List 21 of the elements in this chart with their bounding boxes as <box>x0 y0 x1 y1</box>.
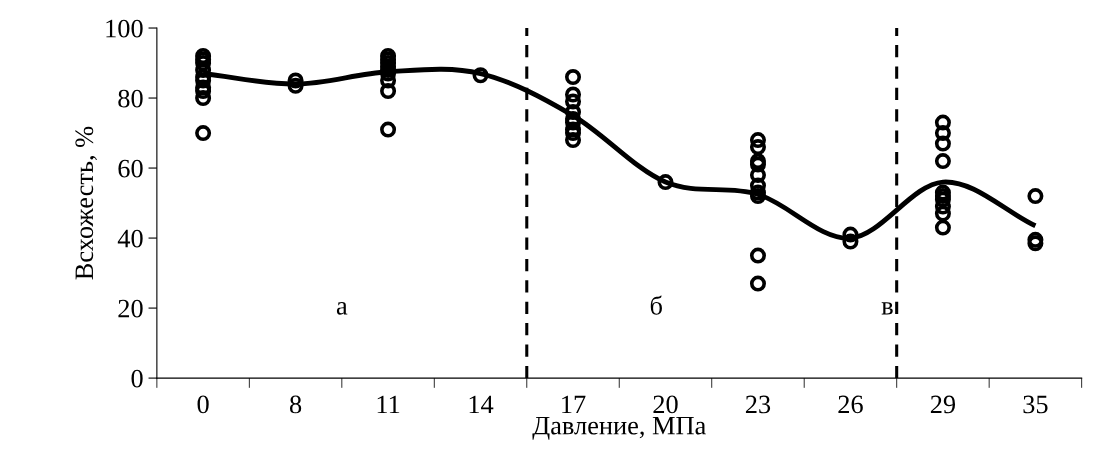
x-tick-label: 0 <box>197 395 209 414</box>
x-tick-label: 23 <box>745 395 771 414</box>
x-tick-label: 29 <box>930 395 956 414</box>
x-tick-label: 14 <box>469 395 494 414</box>
y-tick-label: 60 <box>118 159 143 178</box>
x-tick-label: 26 <box>838 395 863 414</box>
y-tick-label: 20 <box>118 299 143 318</box>
x-axis-title: Давление, МПа <box>532 416 706 440</box>
x-tick-label: 17 <box>562 395 586 414</box>
annotation: б <box>650 295 662 315</box>
annotation: в <box>881 302 893 315</box>
y-axis-title: Всхожесть, % <box>75 126 97 280</box>
y-tick-label: 100 <box>106 19 143 38</box>
x-tick-label: 8 <box>290 395 302 414</box>
x-tick-label: 11 <box>377 395 400 414</box>
annotation: а <box>336 302 348 315</box>
y-tick-label: 0 <box>131 369 143 388</box>
x-tick-label: 35 <box>1023 395 1048 414</box>
y-tick-label: 80 <box>118 89 143 108</box>
x-tick-label: 20 <box>653 395 678 414</box>
y-tick-label: 40 <box>117 229 143 248</box>
